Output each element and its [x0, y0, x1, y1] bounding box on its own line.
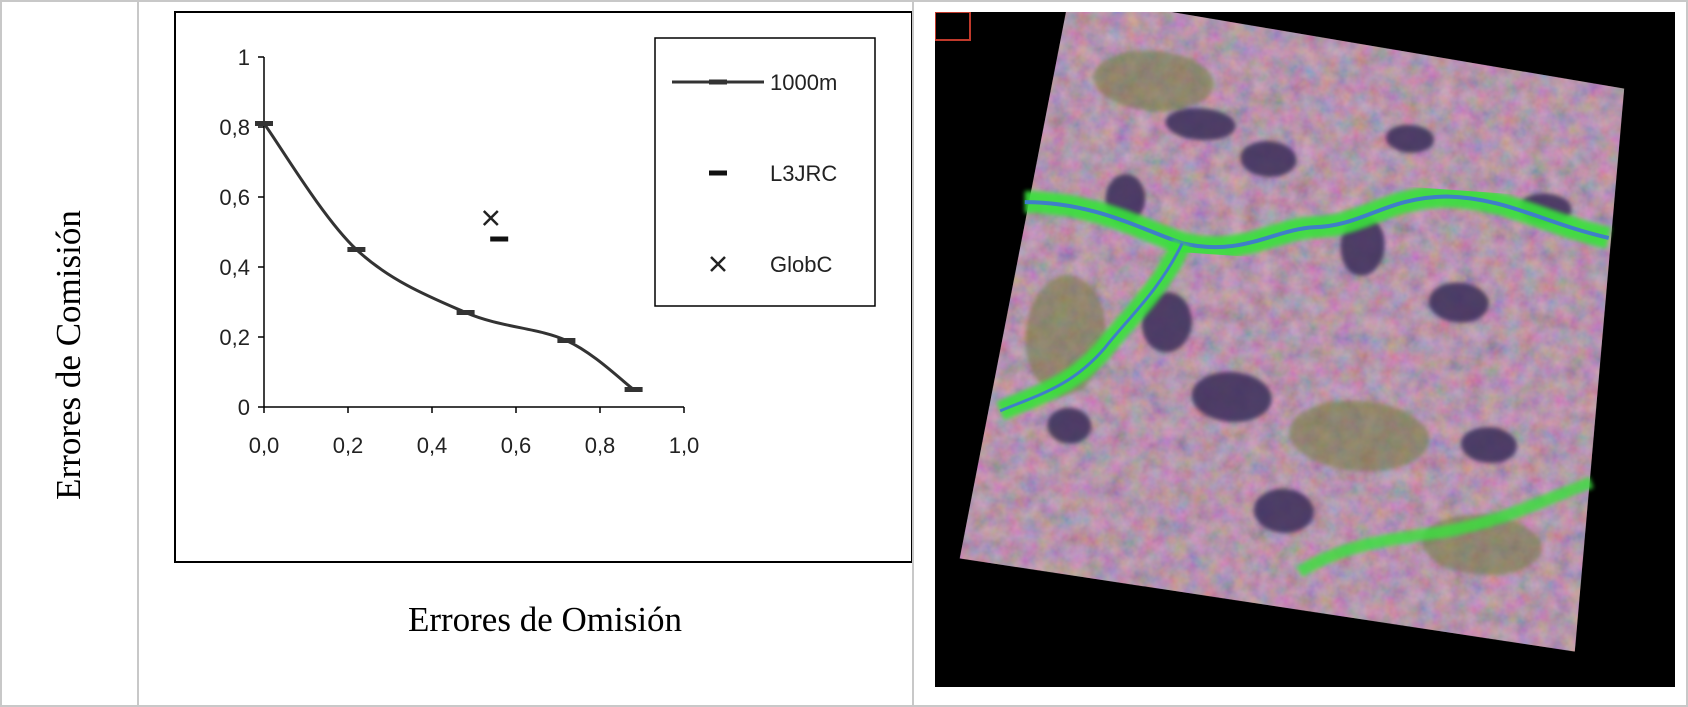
y-tick-label: 1: [238, 45, 250, 70]
table-divider-2: [912, 0, 914, 707]
x-tick-label: 0,4: [417, 433, 448, 458]
legend-box: [654, 37, 876, 307]
table-divider-1: [137, 0, 139, 707]
x-tick-label: 0,0: [249, 433, 280, 458]
table-border-left: [0, 0, 2, 707]
satellite-image-drawing: [935, 12, 1675, 687]
roc-chart: 0 0,2 0,4 0,6 0,8 1 0,0 0,2 0,4 0,6 0,8 1,0 1000m L3…: [174, 11, 912, 563]
x-tick-label: 0,2: [333, 433, 364, 458]
legend-marker-1000m: [709, 79, 727, 85]
y-tick-label: 0,8: [219, 115, 250, 140]
data-point-l3jrc: [490, 236, 509, 242]
corner-marker: [935, 12, 971, 41]
data-point-globc: [482, 210, 499, 226]
x-tick-label: 1,0: [669, 433, 700, 458]
y-tick-label: 0: [238, 395, 250, 420]
y-tick-label: 0,4: [219, 255, 250, 280]
legend: 1000m L3JRC GlobC: [654, 37, 876, 307]
axes: 0 0,2 0,4 0,6 0,8 1 0,0 0,2 0,4 0,6 0,8 1,0: [219, 45, 699, 458]
table-border-right: [1686, 0, 1688, 707]
y-tick-label: 0,6: [219, 185, 250, 210]
x-tick-label: 0,6: [501, 433, 532, 458]
x-tick-label: 0,8: [585, 433, 616, 458]
river-branch: [999, 242, 1184, 413]
data-point-1000m: [347, 247, 366, 252]
river-main: [1024, 194, 1610, 250]
data-point-1000m: [456, 310, 475, 315]
table-border-bottom: [0, 705, 1688, 707]
data-point-1000m: [624, 387, 643, 392]
satellite-image: [935, 12, 1675, 687]
river-vegetation-south: [1296, 476, 1594, 578]
legend-label-globc: GlobC: [770, 252, 832, 277]
series-line-1000m: [262, 122, 635, 391]
data-point-1000m: [255, 121, 273, 126]
y-tick-label: 0,2: [219, 325, 250, 350]
scene-footprint: [959, 12, 1625, 652]
terrain-texture: [959, 12, 1625, 652]
x-axis-label: Errores de Omisión: [407, 600, 683, 639]
legend-label-1000m: 1000m: [770, 70, 837, 95]
data-point-1000m: [557, 338, 576, 343]
series-layer: [255, 121, 643, 392]
legend-label-l3jrc: L3JRC: [770, 161, 837, 186]
legend-marker-globc: [710, 256, 726, 272]
table-border-top: [0, 0, 1688, 2]
legend-marker-l3jrc: [709, 170, 727, 176]
